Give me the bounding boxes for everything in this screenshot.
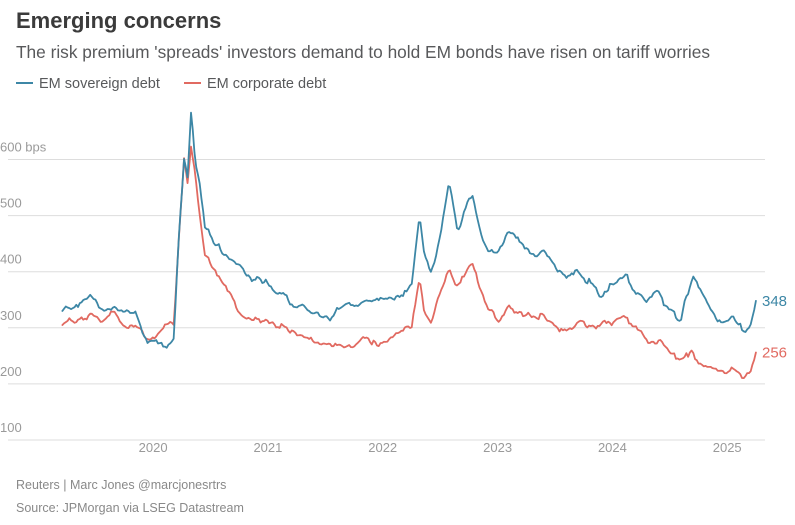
svg-text:2022: 2022 bbox=[368, 440, 397, 455]
svg-text:2020: 2020 bbox=[139, 440, 168, 455]
svg-text:256: 256 bbox=[762, 345, 787, 362]
svg-text:2021: 2021 bbox=[253, 440, 282, 455]
svg-text:500: 500 bbox=[0, 196, 22, 211]
svg-text:2024: 2024 bbox=[598, 440, 627, 455]
svg-text:400: 400 bbox=[0, 252, 22, 267]
svg-text:348: 348 bbox=[762, 293, 787, 310]
svg-text:600 bps: 600 bps bbox=[0, 140, 47, 155]
svg-text:2023: 2023 bbox=[483, 440, 512, 455]
svg-text:100: 100 bbox=[0, 420, 22, 435]
svg-text:200: 200 bbox=[0, 364, 22, 379]
svg-text:2025: 2025 bbox=[713, 440, 742, 455]
svg-text:300: 300 bbox=[0, 308, 22, 323]
